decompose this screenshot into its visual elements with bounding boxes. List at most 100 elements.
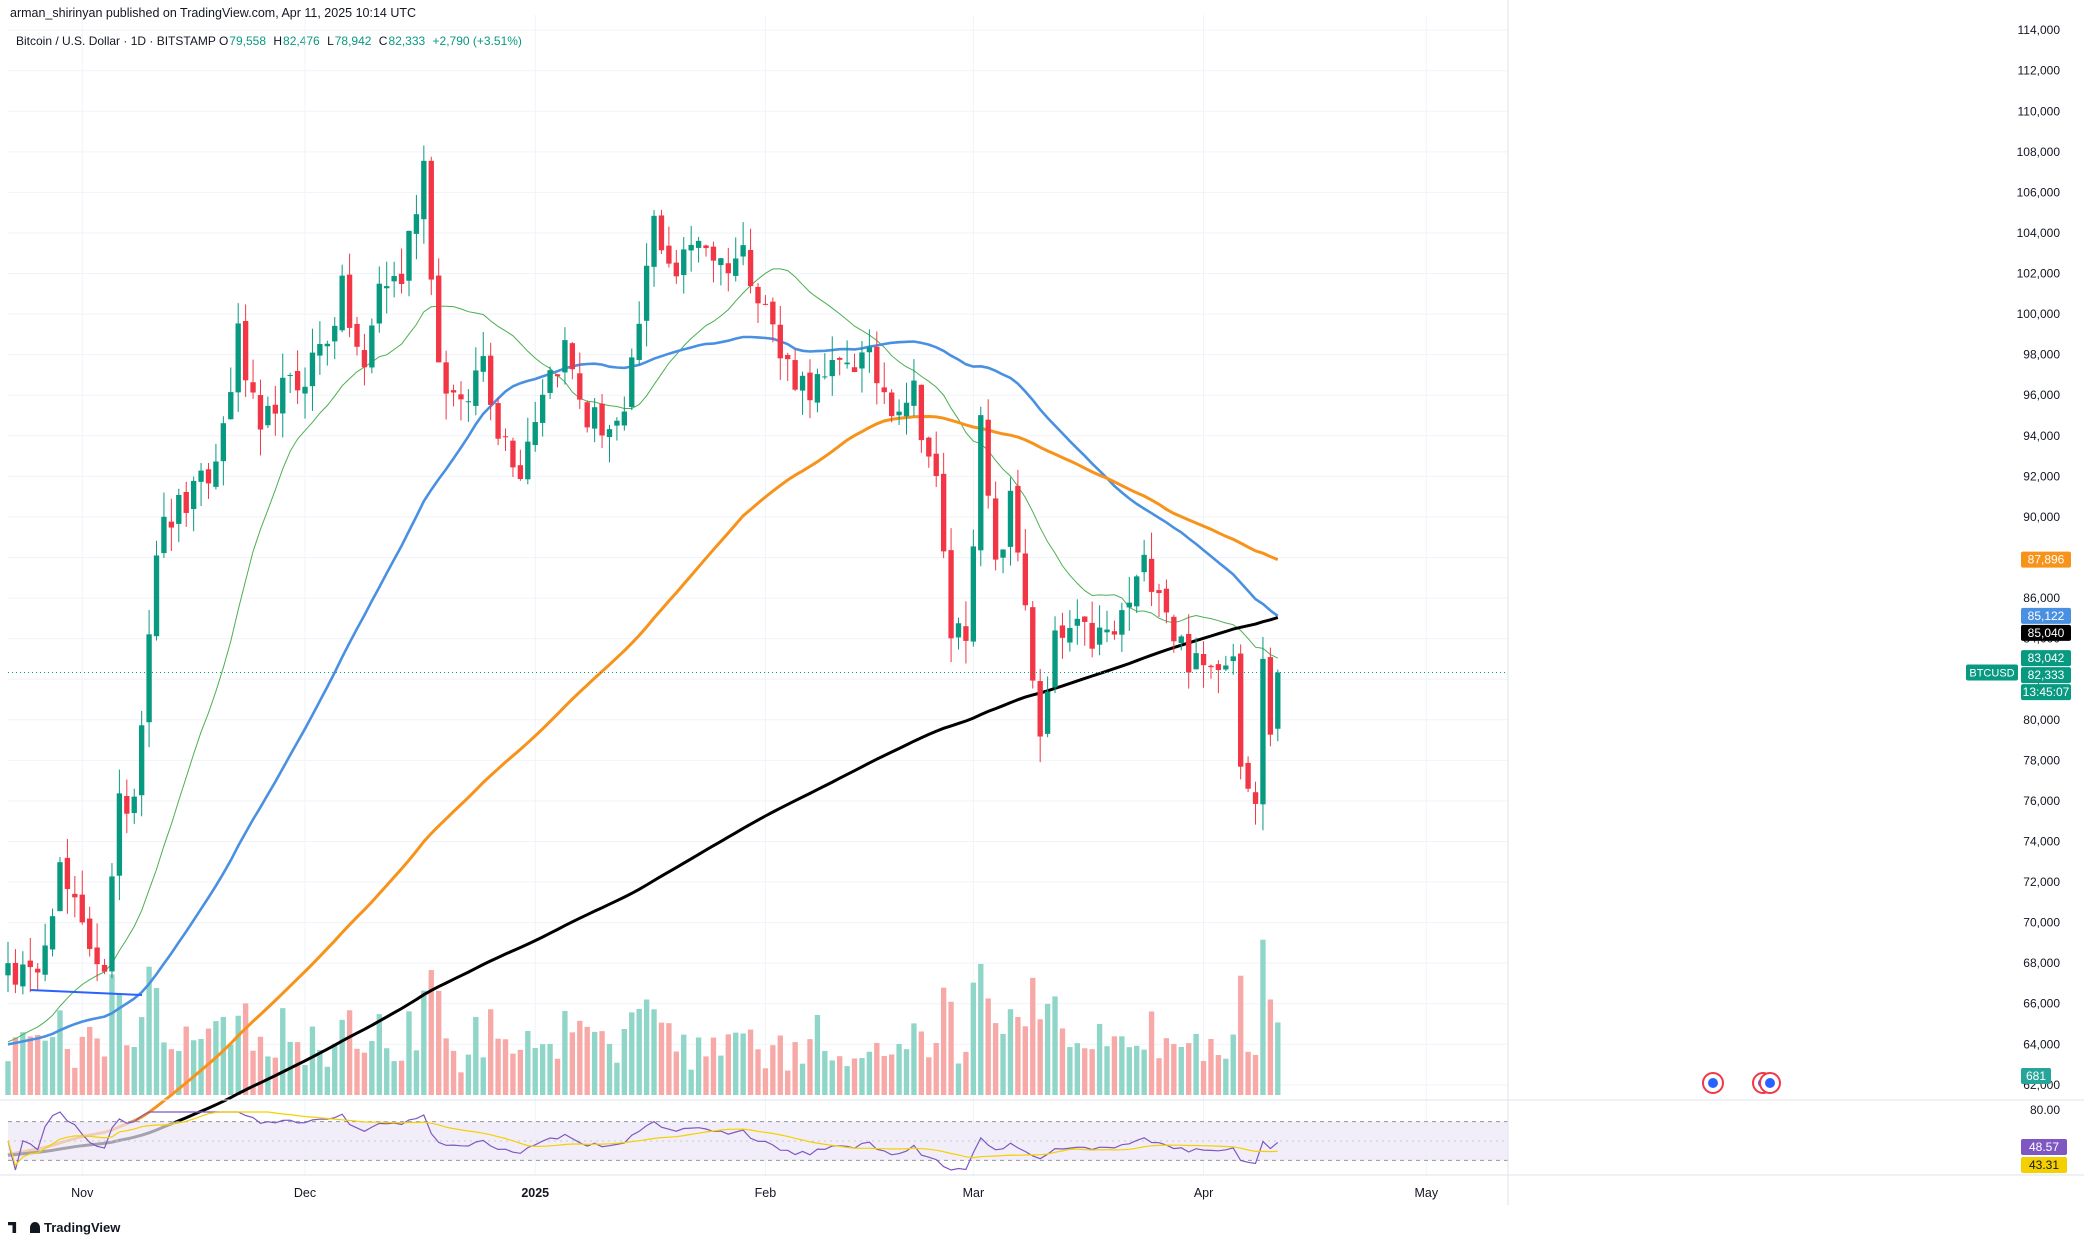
volume-bar xyxy=(250,1050,256,1095)
candle-body xyxy=(970,546,977,642)
volume-bar xyxy=(725,1034,731,1095)
candle-body xyxy=(473,370,479,406)
volume-bar xyxy=(183,1026,189,1095)
volume-bar xyxy=(629,1012,635,1095)
candle-body xyxy=(205,469,212,484)
rsi-value-tag-bg xyxy=(2021,1139,2067,1155)
volume-bar xyxy=(1022,1026,1028,1095)
volume-bar xyxy=(785,1070,791,1095)
candle-body xyxy=(450,390,457,393)
volume-bar xyxy=(161,1042,167,1095)
price-tick-label: 70,000 xyxy=(2023,916,2060,930)
volume-bar xyxy=(837,1056,843,1095)
volume-bar xyxy=(903,1049,910,1095)
volume-bar xyxy=(1275,1022,1281,1095)
candle-body xyxy=(547,370,553,393)
price-tag-82333: 82,333 xyxy=(2028,668,2065,682)
publisher-line: arman_shirinyan published on TradingView… xyxy=(10,6,417,20)
candle-body xyxy=(302,386,308,394)
candle-body xyxy=(458,394,464,400)
time-tick-label: Feb xyxy=(755,1186,777,1200)
candle-body xyxy=(1052,630,1058,688)
rsi-ma-tag-bg xyxy=(2021,1157,2067,1173)
candle-body xyxy=(502,436,509,438)
candle-body xyxy=(361,350,368,368)
volume-bar xyxy=(109,974,115,1095)
price-tick-label: 72,000 xyxy=(2023,875,2060,889)
time-axis: Nov Dec 2025 Feb Mar Apr May xyxy=(71,1186,1439,1200)
volume-bar xyxy=(205,1028,212,1095)
volume-bar xyxy=(1052,996,1058,1095)
price-tick-label: 80,000 xyxy=(2023,713,2060,727)
candle-body xyxy=(985,419,991,496)
candle-body xyxy=(525,441,531,480)
volume-bar xyxy=(547,1043,553,1095)
candle-body xyxy=(747,249,754,287)
rsi-pane: 80.00 xyxy=(7,1103,2060,1171)
time-tick-label: Mar xyxy=(963,1186,985,1200)
volume-bar xyxy=(770,1045,776,1095)
time-tick-label: Nov xyxy=(71,1186,94,1200)
candle-body xyxy=(948,550,954,639)
candle-body xyxy=(822,376,828,378)
candle-body xyxy=(837,357,843,360)
candle-body xyxy=(488,355,494,405)
candle-body xyxy=(265,405,271,426)
volume-bar xyxy=(391,1061,397,1095)
candle-body xyxy=(49,916,56,950)
candle-body xyxy=(688,244,694,251)
candle-body xyxy=(27,960,33,968)
candle-body xyxy=(1260,658,1266,805)
volume-bar xyxy=(294,1042,301,1095)
price-tag-82333-bg xyxy=(2021,667,2071,684)
volume-bar xyxy=(851,1058,858,1095)
volume-bar xyxy=(577,1020,583,1095)
volume-bar xyxy=(614,1062,620,1095)
volume-bar xyxy=(918,1031,925,1095)
volume-bar xyxy=(562,1010,568,1095)
candle-body xyxy=(94,947,100,965)
candle-body xyxy=(918,384,925,441)
volume-bar xyxy=(5,1061,11,1095)
volume-bar xyxy=(138,1017,145,1095)
trend-line[interactable] xyxy=(29,989,143,996)
price-tag-85040: 85,040 xyxy=(2028,626,2065,640)
volume-bar xyxy=(792,1042,798,1095)
candle-body xyxy=(220,423,227,462)
volume-bar xyxy=(710,1037,717,1095)
volume-bars xyxy=(5,939,1281,1095)
candle-body xyxy=(72,893,78,898)
candle-body xyxy=(183,491,189,513)
candle-body xyxy=(346,274,353,328)
volume-tag-bg xyxy=(2021,1068,2051,1084)
price-tick-label: 106,000 xyxy=(2017,185,2061,199)
volume-bar xyxy=(309,1026,316,1095)
candle-body xyxy=(799,375,806,391)
volume-bar xyxy=(94,1038,100,1095)
candle-body xyxy=(532,422,538,446)
candle-body xyxy=(242,321,249,381)
tradingview-logo[interactable]: TradingView xyxy=(8,1220,120,1235)
candle-body xyxy=(733,258,739,276)
time-tick-label: 2025 xyxy=(521,1186,549,1200)
candle-body xyxy=(124,795,130,814)
candle-body xyxy=(1134,576,1140,607)
moving-averages xyxy=(7,268,1279,1157)
candle-body xyxy=(1111,631,1118,635)
candle-body xyxy=(480,356,486,372)
open-value: 79,558 xyxy=(229,34,266,48)
candle-body xyxy=(324,343,330,347)
volume-bar xyxy=(146,966,152,1095)
volume-bar xyxy=(554,1058,561,1095)
volume-bar xyxy=(153,988,160,1095)
volume-bar xyxy=(57,1010,63,1095)
volume-bar xyxy=(324,1066,330,1095)
candle-body xyxy=(695,240,702,248)
volume-bar xyxy=(688,1069,694,1095)
candle-body xyxy=(235,323,241,393)
candle-body xyxy=(1238,653,1244,767)
candle-body xyxy=(428,160,434,280)
candle-body xyxy=(718,258,724,266)
volume-bar xyxy=(257,1036,264,1095)
